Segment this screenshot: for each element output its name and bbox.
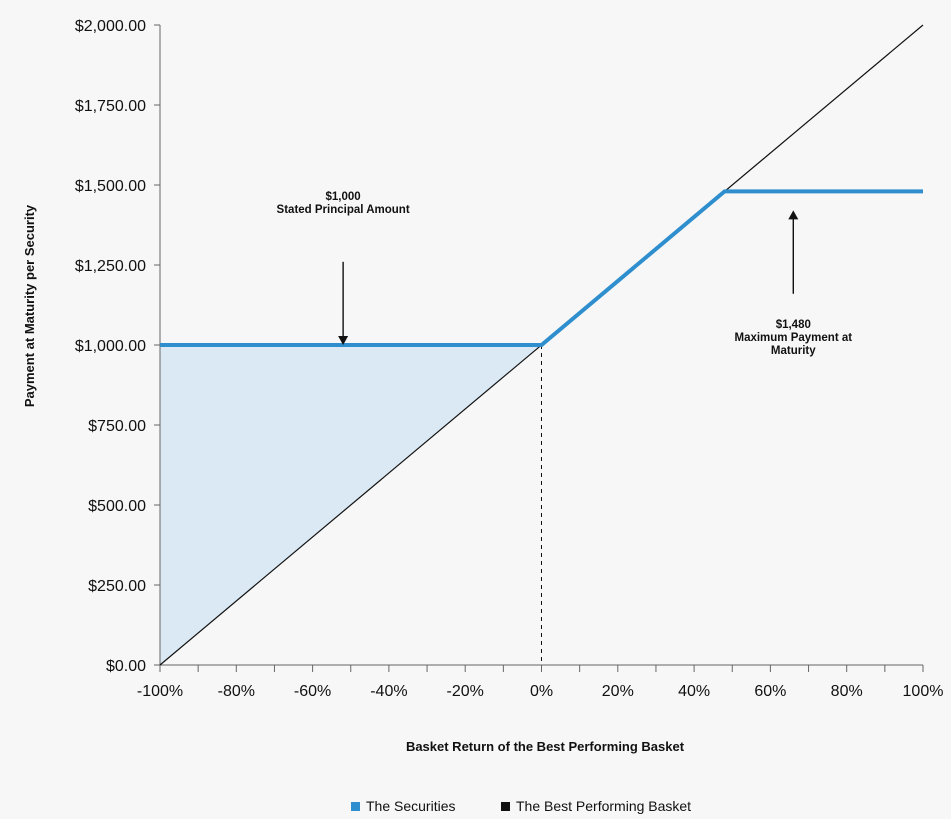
x-tick-label: 80% <box>831 683 863 700</box>
x-tick-label: -40% <box>370 683 407 700</box>
x-tick-label: -20% <box>447 683 484 700</box>
annotation-text: Maturity <box>771 345 816 357</box>
y-axis-title: Payment at Maturity per Security <box>22 204 37 407</box>
annotation-text: $1,000 <box>326 191 361 203</box>
annotation-arrow-head <box>338 336 349 345</box>
y-tick-label: $750.00 <box>88 418 146 435</box>
legend-swatch-securities <box>351 802 360 811</box>
series-line-the-securities <box>160 189 923 347</box>
x-tick-label: 60% <box>754 683 786 700</box>
legend: The Securities The Best Performing Baske… <box>351 798 691 814</box>
x-tick-label: -100% <box>137 683 183 700</box>
x-tick-label: 40% <box>678 683 710 700</box>
legend-swatch-basket <box>501 802 510 811</box>
x-tick-label: -80% <box>218 683 255 700</box>
y-tick-label: $1,250.00 <box>75 258 146 275</box>
y-tick-label: $1,500.00 <box>75 178 146 195</box>
y-tick-label: $1,750.00 <box>75 98 146 115</box>
x-tick-label: 20% <box>602 683 634 700</box>
annotation-arrow-head <box>788 210 799 220</box>
annotation-text: $1,480 <box>776 319 811 331</box>
x-tick-label: 0% <box>530 683 553 700</box>
y-tick-label: $1,000.00 <box>75 338 146 355</box>
y-tick-label: $250.00 <box>88 578 146 595</box>
annotation-text: Stated Principal Amount <box>277 204 410 216</box>
x-tick-label: 100% <box>903 683 944 700</box>
x-axis-title: Basket Return of the Best Performing Bas… <box>406 739 685 754</box>
axes-layer: $0.00 $250.00 $500.00 $750.00 $1,000.00 $1,25… <box>75 18 944 700</box>
series-layer <box>159 24 924 666</box>
y-tick-label: $2,000.00 <box>75 18 146 35</box>
y-tick-label: $0.00 <box>106 658 146 675</box>
legend-label-securities: The Securities <box>366 798 455 814</box>
y-tick-label: $500.00 <box>88 498 146 515</box>
x-tick-label: -60% <box>294 683 331 700</box>
annotation-text: Maximum Payment at <box>734 332 852 344</box>
legend-label-basket: The Best Performing Basket <box>516 798 691 814</box>
